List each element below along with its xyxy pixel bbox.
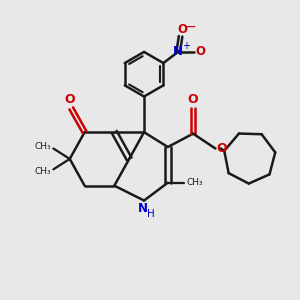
Text: −: −	[184, 20, 196, 34]
Text: CH₃: CH₃	[35, 142, 51, 151]
Text: O: O	[64, 93, 75, 106]
Text: O: O	[177, 23, 187, 36]
Text: O: O	[195, 45, 205, 58]
Text: N: N	[138, 202, 148, 215]
Text: N: N	[173, 45, 183, 58]
Text: CH₃: CH₃	[35, 167, 51, 176]
Text: +: +	[182, 41, 190, 51]
Text: O: O	[217, 142, 227, 155]
Text: O: O	[188, 93, 198, 106]
Text: CH₃: CH₃	[186, 178, 203, 187]
Text: H: H	[147, 209, 154, 219]
